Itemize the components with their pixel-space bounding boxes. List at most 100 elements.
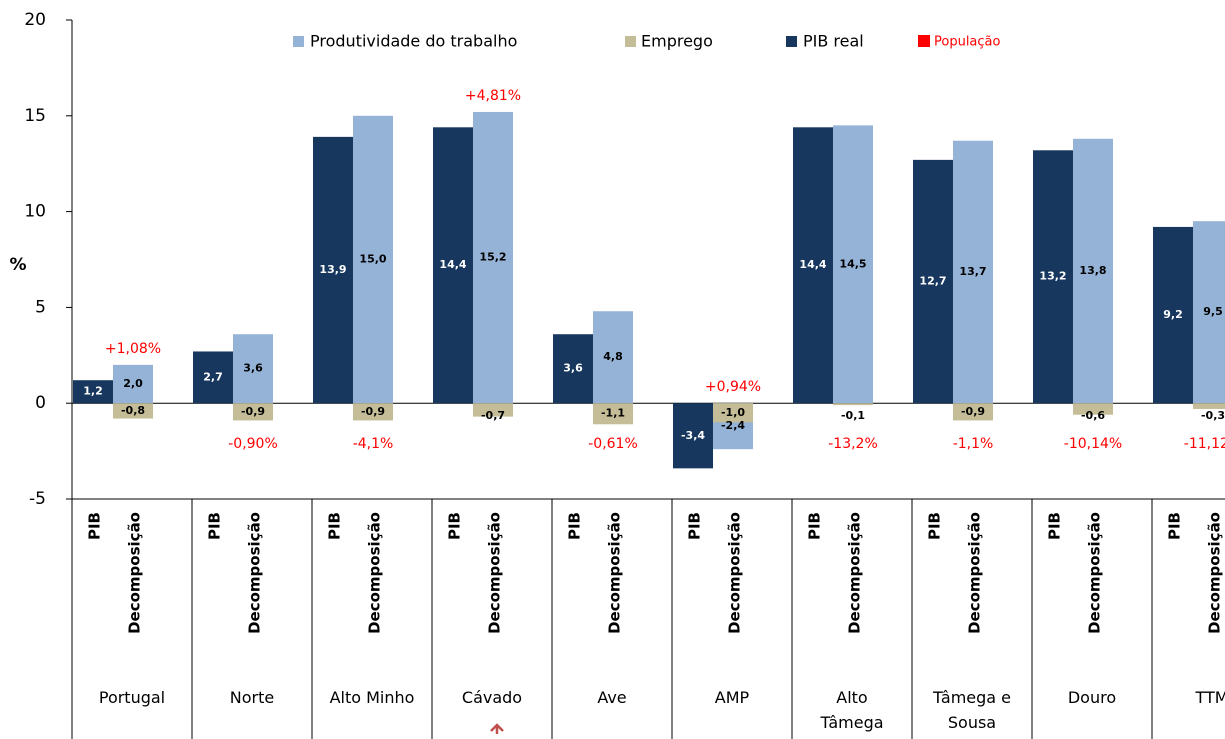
sub-category-label: PIB: [206, 512, 224, 540]
category-label: AMP: [715, 688, 750, 707]
bar: [113, 364, 153, 404]
sub-category-label: PIB: [1046, 512, 1064, 540]
population-label: +4,81%: [465, 88, 521, 104]
data-label: 9,2: [1163, 308, 1183, 321]
data-label: 3,6: [563, 362, 583, 375]
sub-category-label: Decomposição: [606, 512, 624, 634]
data-label: 1,2: [83, 385, 103, 398]
data-label: 2,0: [123, 377, 143, 390]
sub-category-label: Decomposição: [726, 512, 744, 634]
bar: [473, 403, 513, 417]
bar: [193, 351, 233, 404]
sub-category-label: Decomposição: [126, 512, 144, 634]
bar: [953, 403, 993, 421]
bar: [1033, 150, 1073, 404]
y-tick-label: 5: [35, 297, 46, 317]
population-label: -4,1%: [353, 436, 394, 452]
bar: [833, 403, 873, 406]
bar: [673, 403, 713, 469]
bar: [313, 136, 353, 404]
population-label: -1,1%: [953, 436, 994, 452]
sub-category-label: PIB: [86, 512, 104, 540]
bar: [353, 403, 393, 421]
data-label: -0,9: [961, 405, 985, 418]
sub-category-label: Decomposição: [366, 512, 384, 634]
legend-label: Emprego: [641, 32, 713, 51]
bar: [1073, 138, 1113, 404]
sub-category-label: Decomposição: [486, 512, 504, 634]
y-tick-label: 20: [24, 10, 46, 30]
data-label: 14,4: [799, 258, 826, 271]
sub-category-label: PIB: [686, 512, 704, 540]
data-label: -0,9: [241, 405, 265, 418]
legend-swatch: [786, 36, 797, 47]
y-tick-label: -5: [29, 489, 46, 509]
y-tick-label: 0: [35, 393, 46, 413]
data-label: 9,5: [1203, 305, 1223, 318]
bar: [113, 403, 153, 419]
data-label: 3,6: [243, 362, 263, 375]
population-label: -11,12%: [1184, 436, 1225, 452]
data-label: 12,7: [919, 275, 946, 288]
bar: [593, 311, 633, 404]
population-label: -0,61%: [588, 436, 638, 452]
data-label: -3,4: [681, 429, 705, 442]
bar: [353, 115, 393, 404]
bar: [593, 403, 633, 425]
data-label: 14,5: [839, 257, 866, 270]
category-label: Alto Tâmega: [819, 688, 883, 732]
category-label: Norte: [230, 688, 274, 707]
data-label: 2,7: [203, 370, 223, 383]
bar: [793, 127, 833, 404]
data-label: -0,9: [361, 405, 385, 418]
category-label: Alto Minho: [330, 688, 415, 707]
category-label: Ave: [597, 688, 626, 707]
category-label: Tâmega e Sousa: [932, 688, 1011, 732]
sub-category-label: PIB: [806, 512, 824, 540]
data-label: 4,8: [603, 350, 623, 363]
data-label: -0,3: [1201, 409, 1225, 422]
y-tick-label: 10: [24, 202, 46, 222]
bar: [833, 125, 873, 404]
bar: [1073, 403, 1113, 415]
arrow: [490, 723, 504, 734]
sub-category-label: PIB: [326, 512, 344, 540]
bar: [73, 380, 113, 404]
population-label: +1,08%: [105, 341, 161, 357]
data-label: 13,8: [1079, 264, 1106, 277]
y-tick-label: 15: [24, 106, 46, 126]
data-label: 15,2: [479, 251, 506, 264]
sub-category-label: PIB: [446, 512, 464, 540]
bar: [473, 111, 513, 404]
population-label: +0,94%: [705, 379, 761, 395]
bar: [953, 140, 993, 404]
sub-category-label: Decomposição: [1206, 512, 1224, 634]
data-label: -0,7: [481, 409, 505, 422]
sub-category-label: Decomposição: [966, 512, 984, 634]
population-label: -0,90%: [228, 436, 278, 452]
data-label: -0,1: [841, 409, 865, 422]
legend-swatch: [918, 35, 930, 47]
data-label: -0,8: [121, 404, 145, 417]
data-label: -1,0: [721, 406, 745, 419]
population-label: -10,14%: [1064, 436, 1122, 452]
sub-category-label: PIB: [926, 512, 944, 540]
bar: [433, 127, 473, 404]
sub-category-label: Decomposição: [1086, 512, 1104, 634]
data-label: 13,7: [959, 265, 986, 278]
y-axis-label: %: [9, 255, 26, 275]
data-label: -1,1: [601, 407, 625, 420]
sub-category-label: PIB: [1166, 512, 1184, 540]
legend-label: PIB real: [803, 32, 864, 51]
category-label: Douro: [1068, 688, 1116, 707]
category-label: Portugal: [99, 688, 165, 707]
sub-category-label: Decomposição: [246, 512, 264, 634]
data-label: -2,4: [721, 419, 745, 432]
population-label: -13,2%: [828, 436, 878, 452]
legend-label: Produtividade do trabalho: [310, 32, 517, 51]
legend-swatch: [293, 36, 304, 47]
bar: [233, 403, 273, 421]
data-label: 13,9: [319, 263, 346, 276]
